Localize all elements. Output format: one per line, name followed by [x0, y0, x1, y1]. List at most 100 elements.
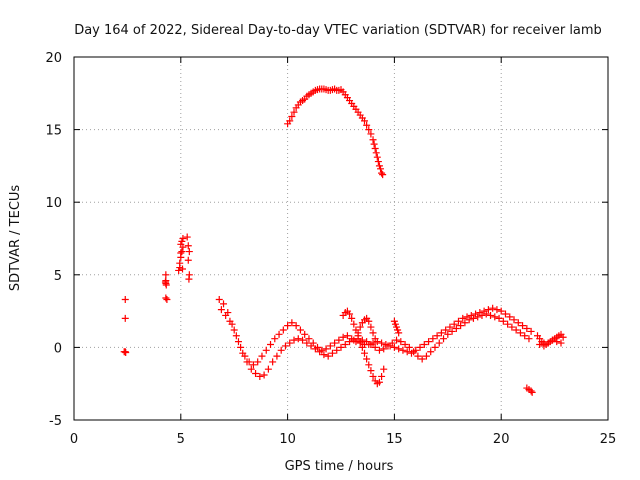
data-point-marker [416, 343, 424, 351]
data-point-marker [299, 336, 307, 344]
x-tick-label: 10 [279, 432, 296, 447]
data-point-marker [243, 358, 251, 366]
data-point-marker [305, 335, 313, 343]
data-point-marker [356, 323, 364, 331]
data-point-marker [267, 340, 275, 348]
data-point-marker [369, 372, 377, 380]
data-point-marker [350, 336, 358, 344]
grid-lines [74, 57, 608, 420]
data-point-marker [358, 343, 366, 351]
x-tick-label: 5 [177, 432, 185, 447]
data-point-marker [401, 340, 409, 348]
data-point-marker [356, 338, 364, 346]
data-point-marker [252, 370, 260, 378]
data-point-marker [281, 342, 289, 350]
y-tick-label: 20 [45, 51, 62, 66]
data-point-marker [427, 348, 435, 356]
data-point-marker [433, 332, 441, 340]
data-point-marker [384, 342, 392, 350]
data-point-marker [324, 352, 332, 360]
data-point-marker [184, 242, 192, 250]
data-point-marker [377, 165, 385, 173]
data-point-marker [393, 336, 401, 344]
data-point-marker [405, 343, 413, 351]
data-point-marker [346, 338, 354, 346]
data-point-marker [365, 361, 373, 369]
data-point-marker [121, 314, 129, 322]
data-point-marker [320, 351, 328, 359]
data-point-marker [286, 339, 294, 347]
data-point-marker [514, 319, 522, 327]
data-point-marker [506, 313, 514, 321]
data-point-marker [369, 329, 377, 337]
data-point-marker [215, 295, 223, 303]
data-point-marker [375, 346, 383, 354]
data-point-marker [461, 319, 469, 327]
data-point-marker [162, 294, 170, 302]
data-point-marker [544, 339, 552, 347]
data-point-marker [454, 317, 462, 325]
data-point-marker [378, 339, 386, 347]
data-point-marker [516, 329, 524, 337]
y-tick-label: 0 [54, 341, 62, 356]
y-axis-label: SDTVAR / TECUs [8, 185, 23, 292]
data-point-marker [326, 342, 334, 350]
data-point-marker [367, 323, 375, 331]
x-axis-label: GPS time / hours [285, 459, 394, 474]
data-point-marker [185, 248, 193, 256]
data-point-marker [410, 348, 418, 356]
axis-ticks: 0 5 10 15 20 25 -5 0 5 10 15 20 [45, 51, 616, 447]
data-point-marker [354, 329, 362, 337]
data-point-marker [528, 388, 536, 396]
data-point-marker [360, 117, 368, 125]
y-tick-label: -5 [49, 414, 62, 429]
data-point-marker [273, 352, 281, 360]
data-point-marker [303, 339, 311, 347]
data-point-marker [491, 313, 499, 321]
data-point-marker [437, 329, 445, 337]
data-point-marker [163, 295, 171, 303]
y-tick-label: 10 [45, 196, 62, 211]
data-point-marker [523, 325, 531, 333]
data-point-marker [179, 235, 187, 242]
data-point-marker [258, 352, 266, 360]
data-point-marker [367, 340, 375, 348]
data-point-marker [220, 300, 228, 308]
data-point-marker [375, 378, 383, 386]
data-point-marker [183, 233, 191, 241]
plot-frame [73, 56, 609, 421]
data-point-marker [371, 335, 379, 343]
y-tick-label: 15 [45, 124, 62, 139]
data-point-marker [279, 326, 287, 334]
data-point-marker [469, 314, 477, 322]
data-point-marker [390, 343, 398, 351]
data-point-marker [269, 358, 277, 366]
data-points [120, 85, 567, 396]
data-point-marker [343, 332, 351, 340]
data-point-marker [370, 140, 378, 148]
data-point-marker [284, 322, 292, 330]
chart-title: Day 164 of 2022, Sidereal Day-to-day VTE… [74, 23, 602, 38]
data-point-marker [316, 348, 324, 356]
data-point-marker [286, 117, 294, 125]
data-point-marker [177, 249, 185, 257]
data-point-marker [501, 310, 509, 318]
data-point-marker [296, 326, 304, 334]
data-point-marker [365, 317, 373, 325]
data-point-marker [367, 130, 375, 138]
data-point-marker [495, 314, 503, 322]
data-point-marker [510, 316, 518, 324]
data-point-marker [482, 310, 490, 318]
data-point-marker [435, 339, 443, 347]
x-tick-label: 15 [386, 432, 403, 447]
data-point-marker [446, 323, 454, 331]
data-point-marker [348, 314, 356, 322]
data-point-marker [499, 317, 507, 325]
data-point-marker [256, 372, 264, 380]
data-point-marker [217, 306, 225, 314]
data-point-marker [525, 335, 533, 343]
data-point-marker [226, 317, 234, 325]
data-point-marker [288, 113, 296, 121]
data-point-marker [363, 121, 371, 129]
data-point-marker [179, 265, 187, 273]
